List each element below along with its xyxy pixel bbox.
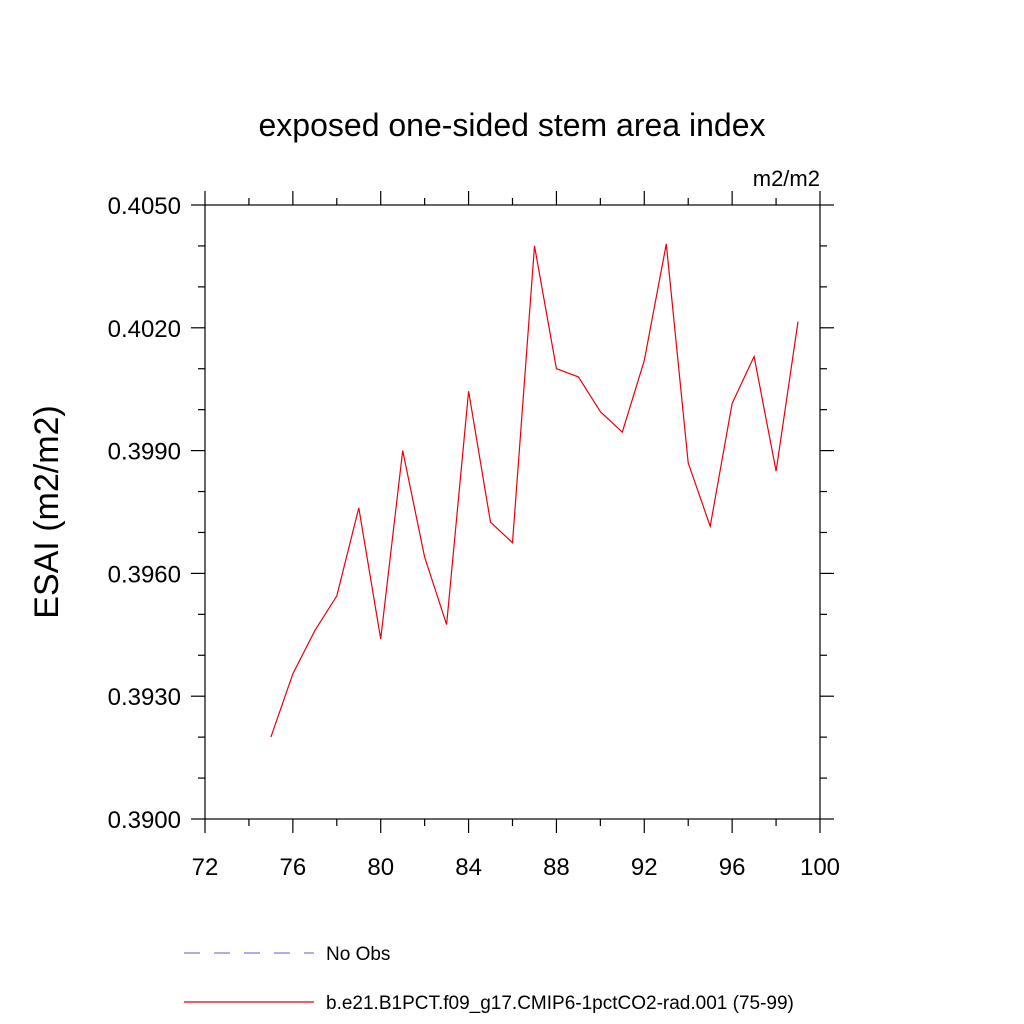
y-tick-label: 0.4020	[108, 316, 181, 343]
x-tick-label: 100	[800, 854, 840, 881]
x-tick-label: 84	[455, 854, 482, 881]
x-tick-label: 92	[631, 854, 658, 881]
y-tick-label: 0.3930	[108, 684, 181, 711]
plot-frame	[204, 204, 821, 820]
axis-ticks: 72 76 80 84 88 92 96 100 0.3900 0.3930 0.3960 0.399…	[108, 191, 840, 881]
legend-label: No Obs	[326, 944, 390, 965]
x-tick-label: 76	[280, 854, 307, 881]
x-tick-label: 72	[192, 854, 219, 881]
y-tick-label: 0.3960	[108, 561, 181, 588]
chart-title: exposed one-sided stem area index	[259, 107, 766, 143]
x-tick-label: 96	[719, 854, 746, 881]
x-tick-label: 88	[543, 854, 570, 881]
series-layer	[270, 243, 799, 738]
y-axis-label: ESAI (m2/m2)	[28, 405, 66, 618]
y-tick-label: 0.3990	[108, 439, 181, 466]
units-label: m2/m2	[753, 166, 820, 191]
legend-label: b.e21.B1PCT.f09_g17.CMIP6-1pctCO2-rad.00…	[326, 993, 794, 1014]
series-line-1	[270, 243, 799, 738]
y-tick-label: 0.3900	[108, 807, 181, 834]
y-tick-label: 0.4050	[108, 193, 181, 220]
legend: No Obs b.e21.B1PCT.f09_g17.CMIP6-1pctCO2-…	[184, 944, 794, 1014]
x-tick-label: 80	[367, 854, 394, 881]
